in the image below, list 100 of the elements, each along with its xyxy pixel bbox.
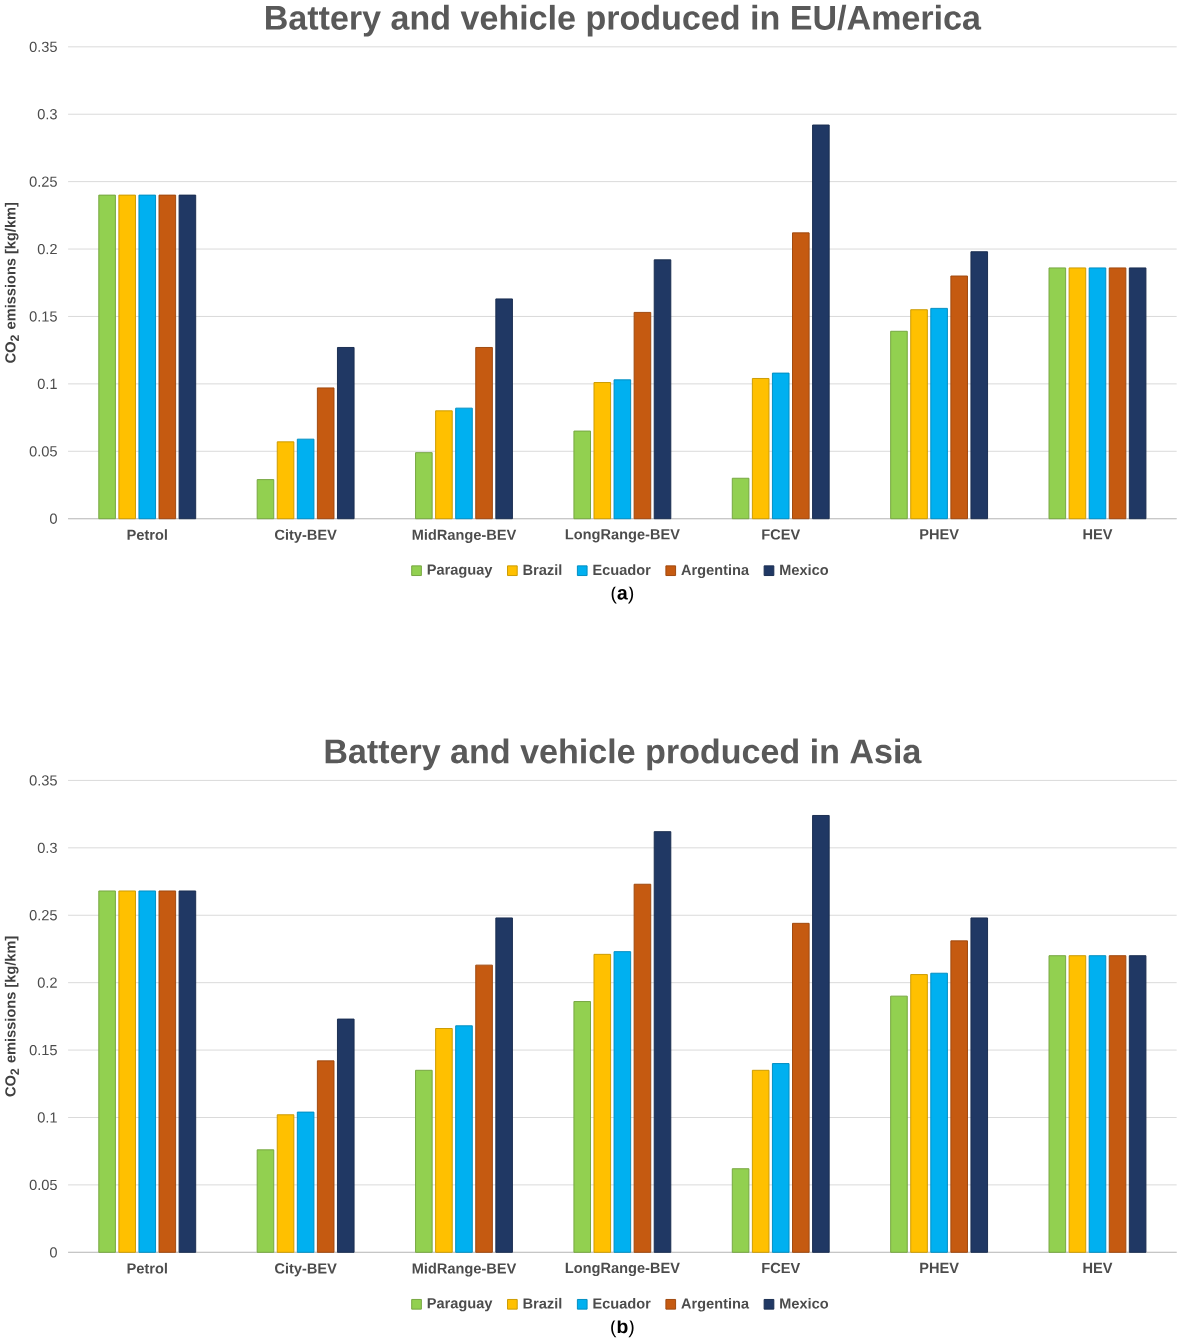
bar — [296, 1111, 315, 1253]
bar — [930, 972, 948, 1253]
x-tick-label: MidRange-BEV — [412, 1262, 517, 1277]
bar — [1048, 267, 1067, 520]
bar — [98, 890, 116, 1253]
bar — [771, 1063, 790, 1253]
bar — [118, 890, 136, 1253]
y-tick-label: 0.3 — [37, 842, 57, 854]
x-tick-label: FCEV — [762, 529, 801, 540]
y-tick-label: 0.2 — [37, 243, 57, 255]
bar — [256, 479, 275, 520]
y-tick-label: 0.15 — [29, 311, 57, 322]
bar — [158, 890, 177, 1253]
bar — [573, 430, 591, 520]
bar — [415, 1069, 433, 1253]
legend-label: Argentina — [681, 564, 750, 578]
bar — [1068, 955, 1087, 1253]
x-tick-label: City-BEV — [274, 1262, 337, 1277]
legend-label: Mexico — [780, 1297, 829, 1309]
y-tick-label: 0.3 — [37, 109, 57, 120]
bar — [890, 995, 908, 1253]
text: (a) — [611, 585, 634, 604]
bar — [1088, 955, 1107, 1253]
y-tick-label: 0.25 — [29, 176, 57, 187]
bar — [336, 346, 355, 520]
bar — [791, 922, 810, 1253]
bar — [415, 452, 433, 520]
x-tick-label: LongRange-BEV — [565, 1262, 680, 1276]
legend-label: Paraguay — [427, 564, 493, 578]
y-tick-label: 0 — [49, 1247, 57, 1258]
bar — [455, 407, 473, 520]
x-tick-label: HEV — [1083, 529, 1113, 540]
bar — [1108, 955, 1127, 1253]
bar — [435, 1028, 453, 1253]
bar — [613, 379, 632, 520]
bar — [751, 1069, 770, 1253]
x-tick-label: LongRange-BEV — [565, 529, 680, 543]
bar — [731, 477, 750, 520]
legend-label: Brazil — [523, 564, 562, 576]
bar — [812, 124, 830, 520]
legend-label: Paraguay — [427, 1298, 493, 1312]
bar — [950, 275, 968, 520]
chart-title: Battery and vehicle produced in Asia — [325, 738, 922, 771]
legend-label: Brazil — [523, 1297, 562, 1309]
bar — [178, 194, 197, 520]
chart-title: Battery and vehicle produced in EU/America — [265, 4, 982, 37]
bar — [118, 194, 136, 520]
bar — [98, 194, 116, 520]
legend-label: Argentina — [681, 1297, 750, 1312]
x-tick-label: HEV — [1083, 1262, 1113, 1273]
bar — [791, 232, 810, 520]
bar — [771, 372, 790, 520]
bar — [653, 259, 672, 520]
x-tick-label: Petrol — [127, 1262, 167, 1274]
y-tick-label: 0 — [49, 513, 57, 524]
bar — [633, 311, 652, 520]
bar — [276, 1114, 295, 1253]
y-tick-label: 0.1 — [37, 378, 57, 390]
bar — [435, 410, 453, 520]
y-tick-label: 0.05 — [29, 446, 57, 457]
y-tick-label: 0.2 — [37, 977, 57, 988]
x-tick-label: FCEV — [762, 1262, 801, 1274]
x-tick-label: PHEV — [920, 1262, 959, 1273]
bar — [495, 298, 513, 520]
bar — [593, 953, 612, 1253]
bar — [158, 194, 177, 520]
bar — [1128, 267, 1147, 520]
y-tick-label: 0.25 — [29, 910, 57, 921]
bar — [455, 1025, 473, 1253]
bar — [950, 940, 968, 1253]
x-tick-label: City-BEV — [274, 529, 337, 543]
bar — [930, 307, 948, 520]
bar — [751, 377, 770, 520]
bar — [573, 1001, 591, 1253]
bar — [276, 441, 295, 520]
bar — [970, 917, 988, 1253]
bar — [178, 890, 197, 1253]
bar — [1088, 267, 1107, 520]
bar — [1108, 267, 1127, 520]
bar — [475, 346, 493, 520]
bar — [910, 309, 928, 520]
y-tick-label: 0.1 — [37, 1112, 57, 1123]
bar — [1068, 267, 1087, 520]
bar — [336, 1018, 355, 1253]
bar — [910, 974, 928, 1253]
bar — [138, 890, 156, 1253]
y-tick-label: 0.15 — [29, 1044, 57, 1056]
bar — [970, 251, 988, 520]
bar — [316, 387, 335, 520]
bar — [495, 917, 513, 1253]
legend-label: Mexico — [780, 564, 829, 576]
x-tick-label: PHEV — [920, 529, 959, 540]
bar — [1048, 955, 1067, 1253]
bar — [890, 330, 908, 520]
bar — [138, 194, 156, 520]
y-tick-label: 0.05 — [29, 1179, 57, 1191]
bar — [593, 382, 612, 520]
bar — [613, 951, 632, 1253]
y-tick-label: 0.35 — [29, 41, 57, 52]
bar — [296, 438, 315, 520]
